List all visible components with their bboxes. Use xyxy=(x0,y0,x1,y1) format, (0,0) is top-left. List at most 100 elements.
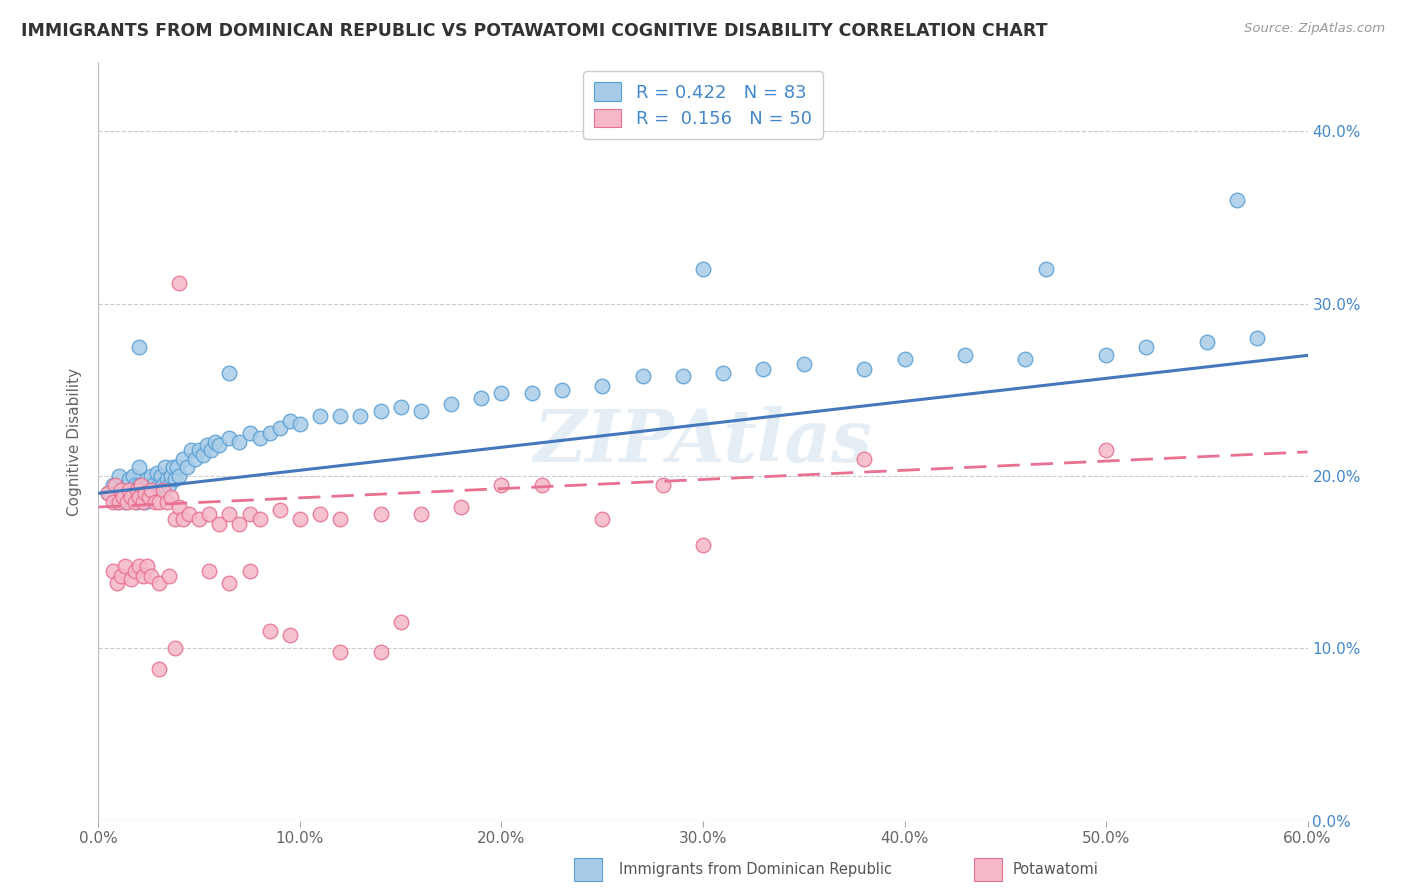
Point xyxy=(118,473,141,487)
Point xyxy=(101,477,124,491)
Point xyxy=(163,473,186,487)
Point xyxy=(167,276,190,290)
Point xyxy=(329,645,352,659)
Point xyxy=(148,477,170,491)
Point xyxy=(278,627,301,641)
Point xyxy=(97,486,120,500)
Point xyxy=(115,477,138,491)
Point xyxy=(551,383,574,397)
Point xyxy=(692,262,714,277)
Legend: R = 0.422   N = 83, R =  0.156   N = 50: R = 0.422 N = 83, R = 0.156 N = 50 xyxy=(583,71,823,139)
Text: ZIPAtlas: ZIPAtlas xyxy=(534,406,872,477)
Point xyxy=(591,379,613,393)
Point xyxy=(200,443,222,458)
Point xyxy=(259,624,281,639)
Point xyxy=(114,495,136,509)
Point xyxy=(249,512,271,526)
Point xyxy=(160,490,183,504)
Point xyxy=(1095,443,1118,458)
Point xyxy=(156,495,179,509)
Point xyxy=(152,477,174,491)
Point xyxy=(193,448,215,462)
Point xyxy=(128,340,150,354)
Point xyxy=(107,490,129,504)
Point xyxy=(163,512,186,526)
Point xyxy=(148,575,170,590)
Point xyxy=(101,495,124,509)
Point xyxy=(288,417,311,432)
Point xyxy=(148,662,170,676)
Point xyxy=(138,490,160,504)
Point xyxy=(440,396,463,410)
Point xyxy=(103,477,125,491)
Point xyxy=(711,366,734,380)
Point xyxy=(149,469,172,483)
Point xyxy=(105,575,128,590)
Point xyxy=(97,486,120,500)
Point xyxy=(143,495,166,509)
Point xyxy=(167,469,190,483)
Point xyxy=(135,473,157,487)
Point xyxy=(132,569,155,583)
Point xyxy=(138,477,160,491)
Point xyxy=(195,438,218,452)
Point xyxy=(651,477,673,491)
Point xyxy=(114,558,136,573)
Point xyxy=(128,558,150,573)
Point xyxy=(198,507,221,521)
Point xyxy=(208,438,231,452)
Point xyxy=(143,483,166,497)
Point xyxy=(491,477,513,491)
Point xyxy=(148,495,170,509)
Point xyxy=(204,434,226,449)
Point xyxy=(132,483,155,497)
Point xyxy=(129,490,152,504)
Point xyxy=(139,483,162,497)
Point xyxy=(1014,351,1036,366)
Point xyxy=(124,564,146,578)
Point xyxy=(139,469,162,483)
Point xyxy=(692,538,714,552)
Point xyxy=(228,517,250,532)
Point xyxy=(157,477,180,491)
Point xyxy=(953,348,976,362)
Point xyxy=(167,500,190,514)
Point xyxy=(370,645,392,659)
Point xyxy=(128,477,150,491)
Point xyxy=(259,425,281,440)
Point xyxy=(124,495,146,509)
Point xyxy=(853,451,876,466)
Point xyxy=(134,486,156,500)
Point xyxy=(218,507,240,521)
Point xyxy=(239,507,262,521)
Point xyxy=(520,386,543,401)
Point xyxy=(188,512,211,526)
Point xyxy=(107,469,129,483)
Text: Source: ZipAtlas.com: Source: ZipAtlas.com xyxy=(1244,22,1385,36)
Point xyxy=(491,386,513,401)
Point xyxy=(111,483,134,497)
Point xyxy=(288,512,311,526)
Point xyxy=(152,483,174,497)
Point xyxy=(370,403,392,417)
Point xyxy=(269,503,291,517)
Point xyxy=(128,490,150,504)
Point xyxy=(129,477,152,491)
Point xyxy=(124,477,146,491)
Point xyxy=(218,366,240,380)
Point xyxy=(110,483,132,497)
Point xyxy=(1246,331,1268,345)
Point xyxy=(132,495,155,509)
Point xyxy=(1135,340,1157,354)
Point xyxy=(139,569,162,583)
Y-axis label: Cognitive Disability: Cognitive Disability xyxy=(67,368,83,516)
Point xyxy=(179,507,201,521)
Point xyxy=(163,641,186,656)
Point xyxy=(239,564,262,578)
Text: Immigrants from Dominican Republic: Immigrants from Dominican Republic xyxy=(619,863,891,877)
Point xyxy=(166,460,188,475)
Point xyxy=(218,431,240,445)
Point xyxy=(198,564,221,578)
Point xyxy=(309,409,332,423)
Point xyxy=(160,469,183,483)
